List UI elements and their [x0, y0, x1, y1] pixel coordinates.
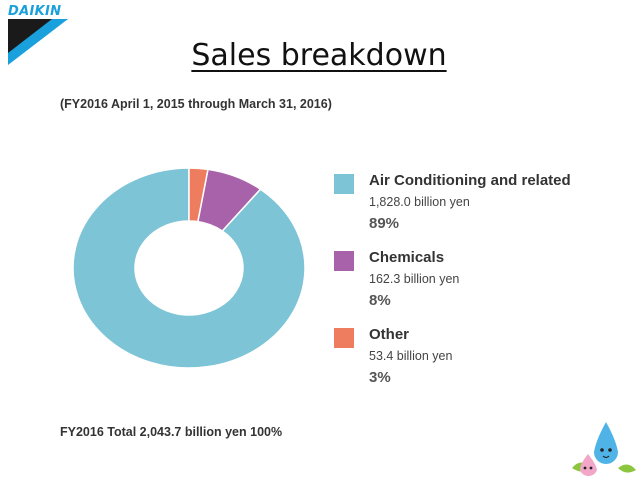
total-label: FY2016 Total 2,043.7 billion yen 100%	[60, 425, 283, 439]
legend-name: Chemicals	[369, 249, 445, 266]
legend-item-chemicals: Chemicals 162.3 billion yen 8%	[334, 247, 624, 324]
slice-air-conditioning	[72, 167, 306, 369]
pichonkun-mascot-icon	[572, 422, 636, 477]
daikin-logo: DAIKIN	[0, 0, 74, 68]
legend-name: Other	[369, 326, 410, 343]
legend-percent: 8%	[369, 292, 391, 309]
donut-chart	[72, 167, 306, 369]
slice-other	[188, 167, 209, 223]
daikin-logo-icon	[8, 19, 68, 65]
chart-legend: Air Conditioning and related 1,828.0 bil…	[334, 170, 624, 401]
period-subtitle: (FY2016 April 1, 2015 through March 31, …	[60, 97, 332, 111]
legend-swatch-air	[334, 174, 354, 194]
legend-amount: 162.3 billion yen	[369, 272, 460, 286]
logo-text: DAIKIN	[8, 4, 62, 19]
legend-swatch-chemicals	[334, 251, 354, 271]
legend-amount: 53.4 billion yen	[369, 349, 453, 363]
legend-name: Air Conditioning and related	[369, 172, 571, 189]
legend-amount: 1,828.0 billion yen	[369, 195, 470, 209]
legend-item-other: Other 53.4 billion yen 3%	[334, 324, 624, 401]
page-title: Sales breakdown	[191, 38, 447, 73]
legend-percent: 3%	[369, 369, 391, 386]
legend-item-air-conditioning: Air Conditioning and related 1,828.0 bil…	[334, 170, 624, 247]
legend-percent: 89%	[369, 215, 400, 232]
legend-swatch-other	[334, 328, 354, 348]
